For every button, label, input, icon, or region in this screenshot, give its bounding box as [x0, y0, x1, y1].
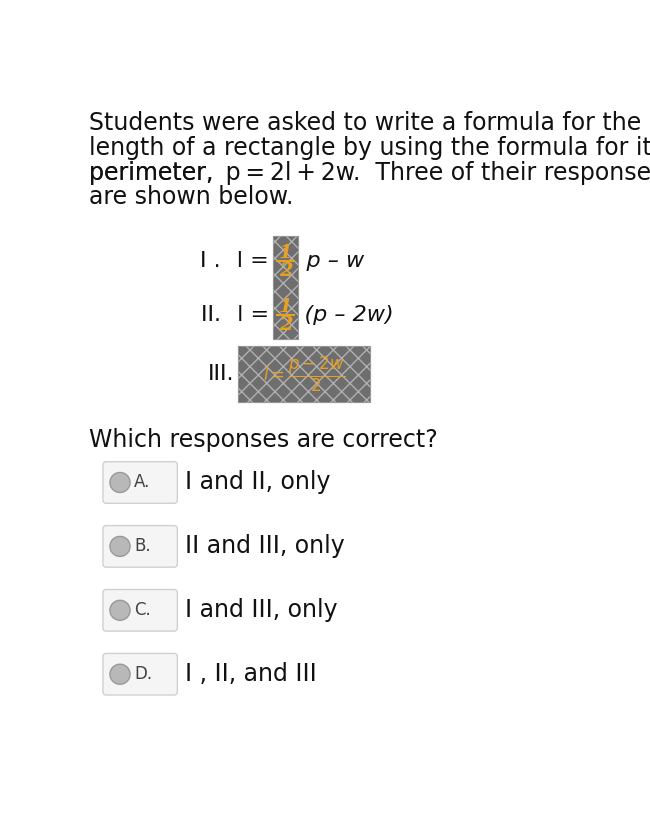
Text: I .   l =: I . l = [200, 251, 269, 271]
Text: Students were asked to write a formula for the: Students were asked to write a formula f… [89, 111, 642, 136]
Text: 1: 1 [279, 298, 293, 316]
FancyBboxPatch shape [103, 462, 177, 504]
Text: 2: 2 [279, 261, 293, 280]
Text: Which responses are correct?: Which responses are correct? [89, 428, 437, 452]
Text: $\mathit{l} = \dfrac{p - 2w}{2}$: $\mathit{l} = \dfrac{p - 2w}{2}$ [263, 354, 344, 394]
Bar [238, 346, 370, 401]
Text: I and II, only: I and II, only [185, 470, 331, 494]
FancyBboxPatch shape [103, 654, 177, 695]
Text: perimeter,  p = 2l + 2w.  Three of their responses: perimeter, p = 2l + 2w. Three of their r… [89, 161, 650, 184]
Text: perimeter, p = 2l + 2w.  Three of their responses: perimeter, p = 2l + 2w. Three of their r… [0, 837, 1, 838]
FancyBboxPatch shape [103, 525, 177, 567]
Text: II.   l =: II. l = [201, 305, 269, 324]
Circle shape [110, 536, 130, 556]
FancyBboxPatch shape [103, 589, 177, 631]
Text: p – w: p – w [302, 251, 365, 271]
Circle shape [110, 665, 130, 684]
Text: I and III, only: I and III, only [185, 598, 338, 623]
Text: 1: 1 [279, 244, 293, 262]
Text: D.: D. [134, 665, 152, 683]
Text: 2: 2 [279, 316, 293, 334]
Text: C.: C. [134, 602, 151, 619]
Text: are shown below.: are shown below. [89, 185, 293, 210]
Circle shape [110, 473, 130, 493]
Text: perimeter,: perimeter, [89, 161, 221, 184]
Text: perimeter,: perimeter, [0, 837, 1, 838]
Text: A.: A. [134, 473, 150, 491]
Text: III.: III. [208, 364, 235, 384]
Text: length of a rectangle by using the formula for its: length of a rectangle by using the formu… [89, 136, 650, 160]
Bar [238, 346, 370, 401]
Bar [274, 236, 298, 339]
Text: B.: B. [134, 537, 151, 556]
Text: (p – 2w): (p – 2w) [300, 305, 393, 324]
Text: II and III, only: II and III, only [185, 535, 345, 558]
Circle shape [110, 600, 130, 620]
Bar [274, 236, 298, 339]
Text: I , II, and III: I , II, and III [185, 662, 317, 686]
